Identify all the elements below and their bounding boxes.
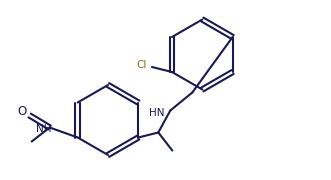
Text: NH: NH: [36, 125, 51, 134]
Text: HN: HN: [149, 107, 164, 118]
Text: O: O: [17, 105, 26, 118]
Text: Cl: Cl: [137, 60, 147, 70]
